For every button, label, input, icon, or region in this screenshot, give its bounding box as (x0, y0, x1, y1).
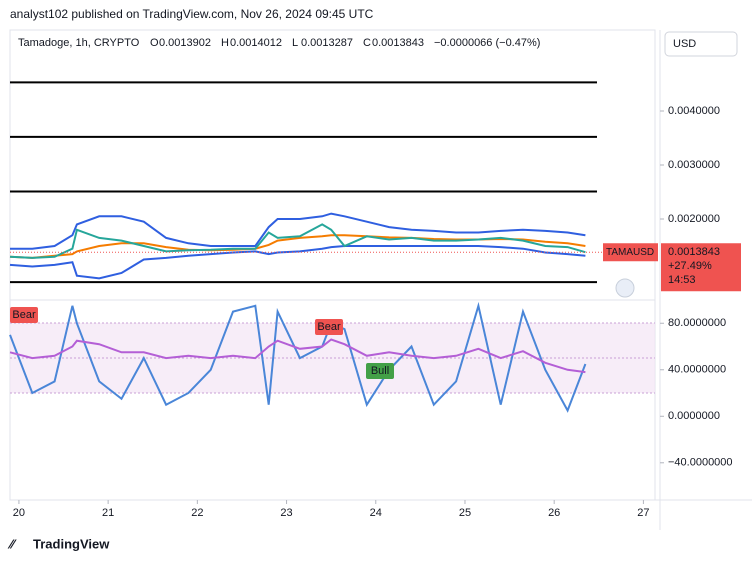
logo: ⁄⁄ (7, 536, 17, 551)
y-tick-label: −40.0000000 (668, 457, 733, 469)
y-tick-label: 0.0040000 (668, 105, 720, 117)
ohlc-label: L (292, 37, 298, 49)
series-line (9, 338, 586, 374)
y-tick-label: 80.0000000 (668, 317, 726, 329)
signal-label: Bull (371, 365, 389, 377)
x-tick-label: 25 (459, 507, 471, 519)
published: analyst102 published on TradingView.com,… (10, 7, 374, 21)
y-tick-label: 0.0030000 (668, 159, 720, 171)
currency-button[interactable] (664, 31, 738, 57)
flag-icon (615, 278, 635, 298)
signal-label: Bear (12, 309, 36, 321)
price-box (661, 243, 741, 292)
series-line (10, 212, 586, 250)
change: −0.0000066 (−0.47%) (434, 37, 540, 49)
ohlc-value: 0.0013902 (159, 37, 211, 49)
x-tick-label: 26 (548, 507, 560, 519)
x-tick-label: 20 (13, 507, 25, 519)
symbol: Tamadoge, 1h, CRYPTO (18, 37, 140, 49)
price-tag-countdown: 14:53 (668, 274, 696, 286)
x-tick-label: 23 (280, 507, 292, 519)
price-tag-symbol: TAMAUSD (606, 247, 654, 258)
series-line (9, 301, 587, 413)
ohlc-label: H (221, 37, 229, 49)
price-tag-price: 0.0013843 (668, 246, 720, 258)
y-tick-label: 0.0020000 (668, 213, 720, 225)
price-tag (603, 243, 658, 262)
y-tick-label: 40.0000000 (668, 364, 726, 376)
signal-label-bg (315, 319, 343, 335)
series-line (9, 223, 586, 259)
signal-label-bg (10, 307, 38, 323)
x-tick-label: 22 (191, 507, 203, 519)
signal-label-bg (366, 363, 394, 379)
ohlc-label: C (363, 37, 371, 49)
footer-brand: TradingView (33, 536, 110, 551)
price-tag-change: +27.49% (668, 260, 712, 272)
x-tick-label: 27 (637, 507, 649, 519)
ohlc-value: 0.0013287 (301, 37, 353, 49)
currency[interactable]: USD (673, 38, 696, 50)
y-tick-label: 0.0000000 (668, 410, 720, 422)
x-tick-label: 21 (102, 507, 114, 519)
ohlc-value: 0.0014012 (230, 37, 282, 49)
ohlc-value: 0.0013843 (372, 37, 424, 49)
series-line (9, 245, 586, 280)
x-tick-label: 24 (370, 507, 382, 519)
ohlc-label: O (150, 37, 159, 49)
signal-label: Bear (317, 321, 341, 333)
